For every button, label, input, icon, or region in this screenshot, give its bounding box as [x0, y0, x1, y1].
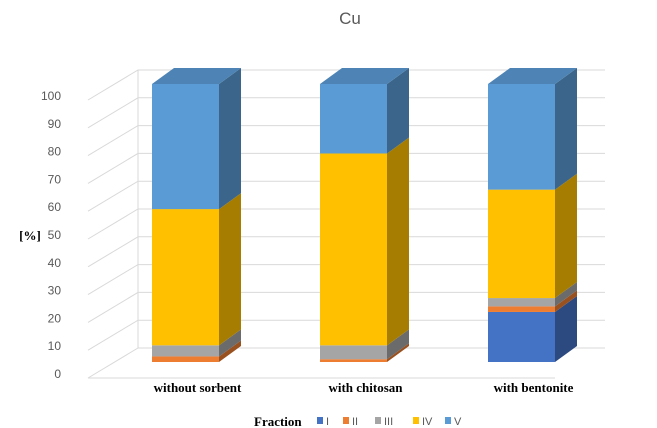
- bar-segment-V: [152, 68, 241, 210]
- bar-front: [152, 84, 219, 210]
- bar-side: [387, 343, 409, 362]
- bar-side: [387, 329, 409, 360]
- bars: [152, 68, 577, 362]
- bar-side: [555, 295, 577, 362]
- bar-segment-V: [320, 68, 409, 154]
- y-tick-label: 50: [48, 228, 62, 242]
- bar-segment-II: [320, 343, 409, 362]
- y-tick-label: 80: [48, 145, 62, 159]
- bar-segment-IV: [320, 137, 409, 346]
- legend-label: III: [384, 416, 393, 428]
- legend-title: Fraction: [254, 414, 302, 428]
- y-tick-label: 0: [54, 367, 61, 381]
- bar-front: [152, 209, 219, 346]
- y-tick-label: 70: [48, 172, 62, 186]
- bar-segment-IV: [488, 173, 577, 299]
- bar-front: [320, 345, 387, 360]
- legend-label: I: [326, 416, 329, 428]
- y-axis-ticks: 0 10 20 30 40 50 60 70 80 90 100: [41, 89, 61, 381]
- legend-swatch: [445, 417, 451, 424]
- y-tick-label: 40: [48, 256, 62, 270]
- category-label: with bentonite: [494, 380, 574, 395]
- legend-item-III: III: [375, 416, 393, 428]
- bar-front: [320, 359, 387, 362]
- bar-side: [555, 173, 577, 299]
- bar-side: [219, 340, 241, 362]
- bar-side: [555, 68, 577, 190]
- bar-front: [152, 356, 219, 362]
- bar-segment-III: [488, 282, 577, 307]
- bar-side: [387, 68, 409, 154]
- y-tick-label: 90: [48, 117, 62, 131]
- legend-swatch: [343, 417, 349, 424]
- bar-segment-II: [152, 340, 241, 362]
- legend-label: V: [454, 416, 462, 428]
- bar-segment-IV: [152, 193, 241, 346]
- chart-title: Cu: [339, 9, 361, 28]
- legend-item-IV: IV: [413, 416, 433, 428]
- bar-side: [555, 282, 577, 307]
- category-label: with chitosan: [328, 380, 403, 395]
- bar-segment-II: [488, 290, 577, 312]
- y-tick-label: 30: [48, 284, 62, 298]
- y-tick-label: 100: [41, 89, 61, 103]
- bar-front: [488, 298, 555, 307]
- bar-front: [488, 311, 555, 362]
- bar-top: [152, 68, 241, 84]
- y-tick-label: 20: [48, 311, 62, 325]
- bar-segment-I: [488, 295, 577, 362]
- bar-side: [219, 329, 241, 357]
- legend-label: IV: [422, 416, 433, 428]
- y-tick-label: 60: [48, 200, 62, 214]
- bar-segment-III: [320, 329, 409, 360]
- bar-segment-V: [488, 68, 577, 190]
- bar-side: [219, 193, 241, 346]
- bar-segment-III: [152, 329, 241, 357]
- bar-side: [219, 68, 241, 210]
- bar-side: [555, 290, 577, 312]
- legend-label: II: [352, 416, 358, 428]
- category-label: without sorbent: [154, 380, 242, 395]
- bar-front: [320, 153, 387, 346]
- legend-swatch: [375, 417, 381, 424]
- legend-item-II: II: [343, 416, 358, 428]
- legend-swatch: [317, 417, 323, 424]
- bar-side: [387, 137, 409, 346]
- x-axis-categories: without sorbent with chitosan with bentoni…: [154, 380, 574, 395]
- gridlines: [87, 69, 605, 379]
- y-axis-label: [%]: [19, 228, 41, 243]
- bar-front: [152, 345, 219, 357]
- bar-top: [488, 68, 577, 84]
- legend-swatch: [413, 417, 419, 424]
- legend: Fraction I II III IV V: [254, 414, 462, 428]
- bar-front: [488, 84, 555, 190]
- legend-item-I: I: [317, 416, 329, 428]
- bar-front: [320, 84, 387, 154]
- bar-front: [488, 189, 555, 299]
- legend-item-V: V: [445, 416, 462, 428]
- bar-top: [320, 68, 409, 84]
- bar-front: [488, 306, 555, 312]
- y-tick-label: 10: [48, 339, 62, 353]
